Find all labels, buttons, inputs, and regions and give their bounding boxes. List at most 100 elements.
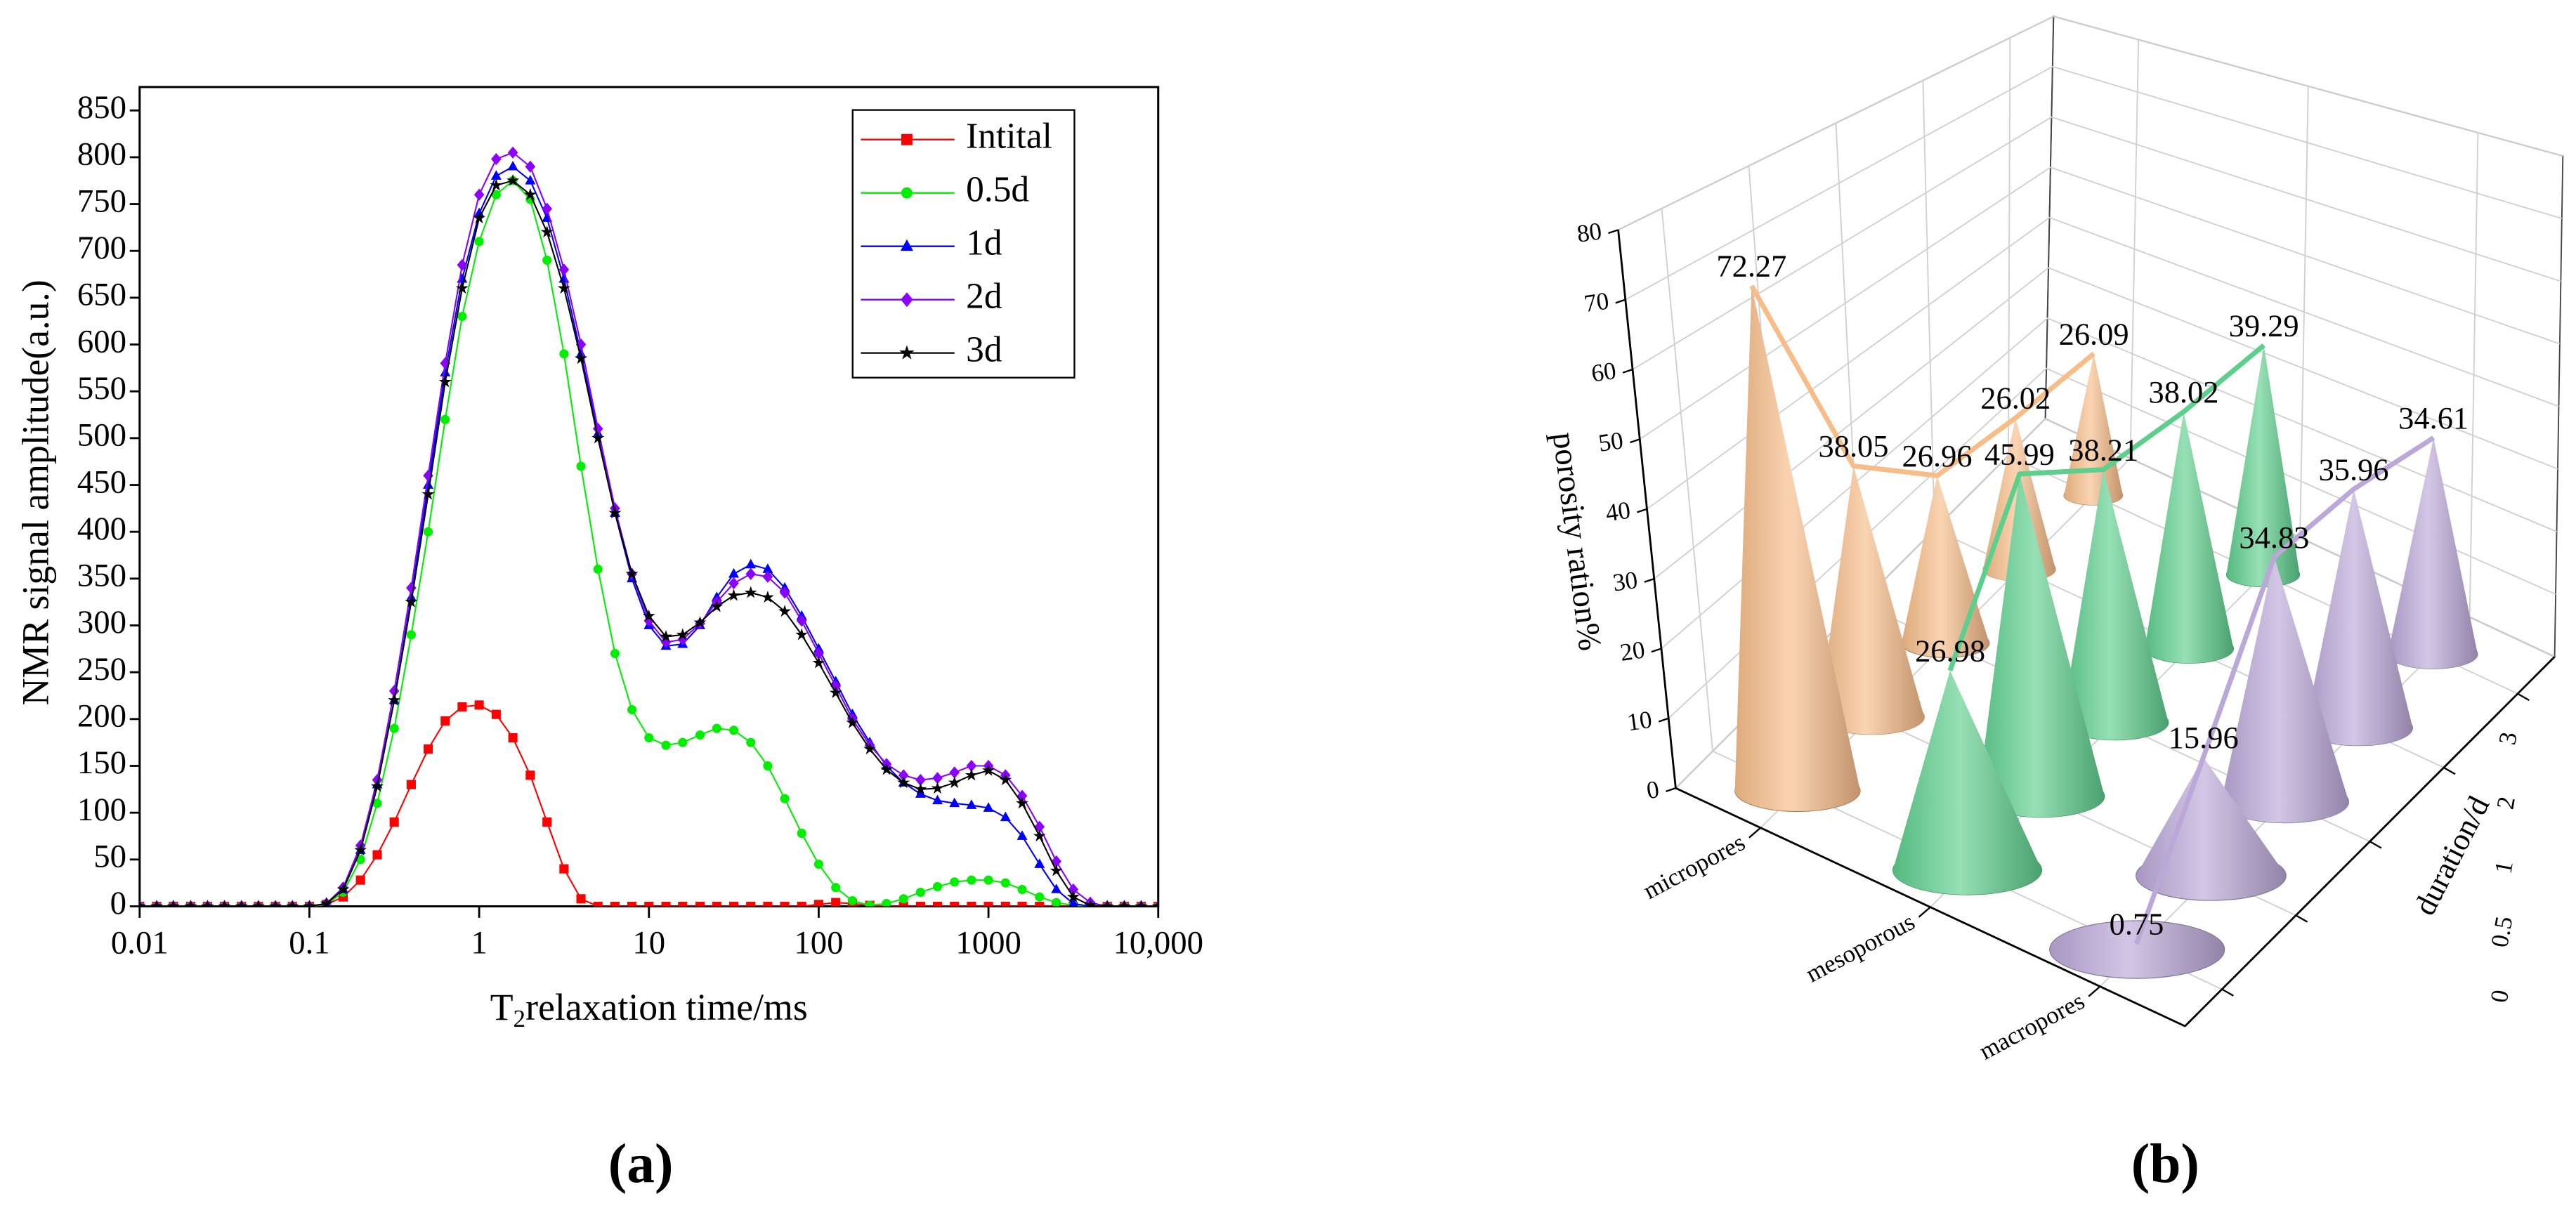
- legend-label: 1d: [966, 223, 1002, 263]
- duration-tick: [2221, 988, 2234, 997]
- caption: (b): [2131, 1133, 2199, 1195]
- marker: [899, 345, 915, 360]
- marker: [558, 263, 570, 276]
- marker: [901, 187, 913, 199]
- marker: [440, 716, 450, 726]
- duration-label: 1: [2489, 859, 2518, 876]
- marker: [797, 828, 806, 839]
- y-tick-label: 650: [77, 277, 126, 313]
- marker: [1016, 830, 1028, 840]
- marker: [898, 894, 908, 904]
- marker: [1101, 900, 1114, 907]
- marker: [354, 843, 367, 856]
- marker: [491, 709, 501, 719]
- y-axis-label: NMR signal amplitude(a.u.): [14, 280, 56, 705]
- marker: [967, 875, 976, 885]
- marker: [406, 630, 416, 640]
- marker: [218, 900, 231, 907]
- z-tick-label: 80: [1575, 217, 1603, 247]
- marker: [779, 586, 790, 599]
- tip-line: [2134, 435, 2436, 945]
- z-tick: [1608, 229, 1619, 235]
- value-label: 26.02: [1980, 381, 2051, 416]
- marker: [490, 170, 502, 180]
- cone: [1977, 473, 2105, 817]
- marker: [457, 258, 468, 271]
- marker: [983, 802, 994, 812]
- marker: [901, 292, 913, 308]
- marker: [201, 900, 214, 907]
- marker: [559, 349, 569, 359]
- marker: [388, 693, 401, 706]
- value-label: 34.83: [2239, 520, 2309, 555]
- value-label: 26.09: [2059, 316, 2129, 351]
- x-axis-label: T2relaxation time/ms: [490, 986, 808, 1032]
- marker: [540, 225, 554, 238]
- marker: [880, 763, 893, 775]
- marker: [763, 901, 773, 907]
- z-axis-label: porosity ration%: [1545, 431, 1609, 653]
- y-tick-label: 350: [77, 558, 126, 594]
- marker: [1016, 796, 1029, 809]
- value-label: 26.98: [1915, 633, 1985, 669]
- marker: [1050, 864, 1063, 876]
- value-label: 0.75: [2110, 907, 2164, 942]
- x-tick-label: 10: [632, 924, 665, 961]
- marker: [608, 506, 622, 519]
- marker: [813, 900, 823, 907]
- marker: [949, 797, 960, 808]
- z-tick-label: 70: [1583, 287, 1611, 317]
- marker: [661, 901, 671, 907]
- z-tick: [1651, 648, 1662, 653]
- marker: [355, 875, 365, 885]
- cone: [1901, 475, 1989, 657]
- marker: [901, 133, 913, 145]
- marker: [576, 894, 586, 904]
- marker: [745, 567, 757, 580]
- y-tick-label: 500: [77, 417, 126, 454]
- z-tick-label: 40: [1604, 497, 1632, 527]
- marker: [712, 723, 721, 733]
- marker: [506, 173, 520, 186]
- marker: [473, 188, 485, 201]
- marker: [1035, 901, 1045, 907]
- value-label: 39.29: [2229, 308, 2299, 343]
- marker: [950, 901, 960, 907]
- caption: (a): [608, 1133, 674, 1195]
- marker: [507, 146, 518, 159]
- x-tick-label: 1: [471, 924, 487, 961]
- marker: [625, 567, 639, 579]
- duration-label: 0: [2485, 987, 2514, 1004]
- z-tick: [1644, 577, 1655, 583]
- cone: [1892, 670, 2042, 895]
- cone: [1734, 286, 1861, 811]
- y-tick-label: 450: [77, 464, 126, 500]
- marker: [406, 780, 416, 789]
- legend-frame: [851, 109, 1075, 379]
- cone: [2388, 438, 2478, 669]
- marker: [421, 487, 435, 500]
- marker: [591, 431, 605, 444]
- x-tick-label: 0.1: [289, 924, 329, 961]
- y-tick-label: 100: [77, 792, 126, 828]
- marker: [1151, 900, 1158, 907]
- marker: [1035, 892, 1045, 902]
- marker: [424, 527, 433, 537]
- y-tick-label: 0: [110, 885, 126, 921]
- marker: [474, 700, 484, 710]
- marker: [576, 461, 586, 471]
- marker: [575, 352, 588, 364]
- category-tick: [2088, 985, 2101, 997]
- marker: [780, 794, 790, 803]
- duration-label: 2: [2492, 794, 2521, 811]
- duration-label: 0.5: [2485, 914, 2518, 950]
- marker: [746, 737, 756, 747]
- x-tick-label: 1000: [955, 924, 1021, 961]
- cone: [2226, 345, 2300, 587]
- category-label: mesoporous: [1801, 907, 1919, 987]
- marker: [542, 256, 552, 265]
- marker: [897, 776, 910, 789]
- x-label-main: T: [490, 986, 514, 1028]
- cone: [2221, 556, 2349, 823]
